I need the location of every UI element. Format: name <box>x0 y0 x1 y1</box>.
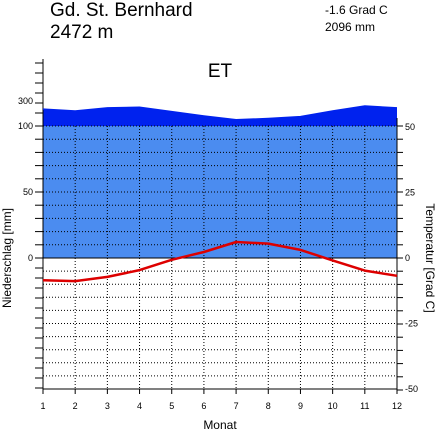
y-axis-left-label: Niederschlag [mm] <box>0 208 14 308</box>
y-right-tick-label: -50 <box>405 384 418 394</box>
x-tick-label: 12 <box>392 401 402 411</box>
precipitation-area <box>43 106 397 258</box>
x-tick-label: 8 <box>266 401 271 411</box>
y-axis-right-label: Temperatur [Grad C] <box>423 203 437 312</box>
series-lines <box>42 105 398 283</box>
annual-precipitation: 2096 mm <box>325 20 375 34</box>
y-left-tick-label: 50 <box>23 187 33 197</box>
y-left-tick-label: 0 <box>28 253 33 263</box>
x-tick-label: 6 <box>201 401 206 411</box>
climate-class: ET <box>208 61 233 82</box>
precipitation-line <box>42 105 398 121</box>
x-tick-label: 10 <box>328 401 338 411</box>
x-tick-label: 4 <box>137 401 142 411</box>
x-tick-label: 2 <box>73 401 78 411</box>
y-left-tick-label: 300 <box>18 96 33 106</box>
x-tick-label: 3 <box>105 401 110 411</box>
y-right-tick-label: 25 <box>405 188 415 198</box>
excess-precipitation-fill <box>43 106 397 126</box>
station-elevation: 2472 m <box>50 22 113 43</box>
x-tick-label: 1 <box>40 401 45 411</box>
temperature-line <box>42 240 398 283</box>
axes <box>35 59 403 394</box>
x-tick-label: 9 <box>298 401 303 411</box>
y-right-tick-label: -25 <box>405 319 418 329</box>
station-name: Gd. St. Bernhard <box>50 0 193 21</box>
x-tick-label: 7 <box>234 401 239 411</box>
x-tick-label: 11 <box>360 401 369 411</box>
y-right-tick-label: 0 <box>405 253 410 263</box>
y-right-tick-label: 50 <box>405 122 415 132</box>
y-left-tick-label: 100 <box>18 121 33 131</box>
x-tick-label: 5 <box>169 401 174 411</box>
x-axis-label: Monat <box>203 418 237 430</box>
grid-lines <box>43 125 397 389</box>
annual-temperature: -1.6 Grad C <box>325 3 388 17</box>
